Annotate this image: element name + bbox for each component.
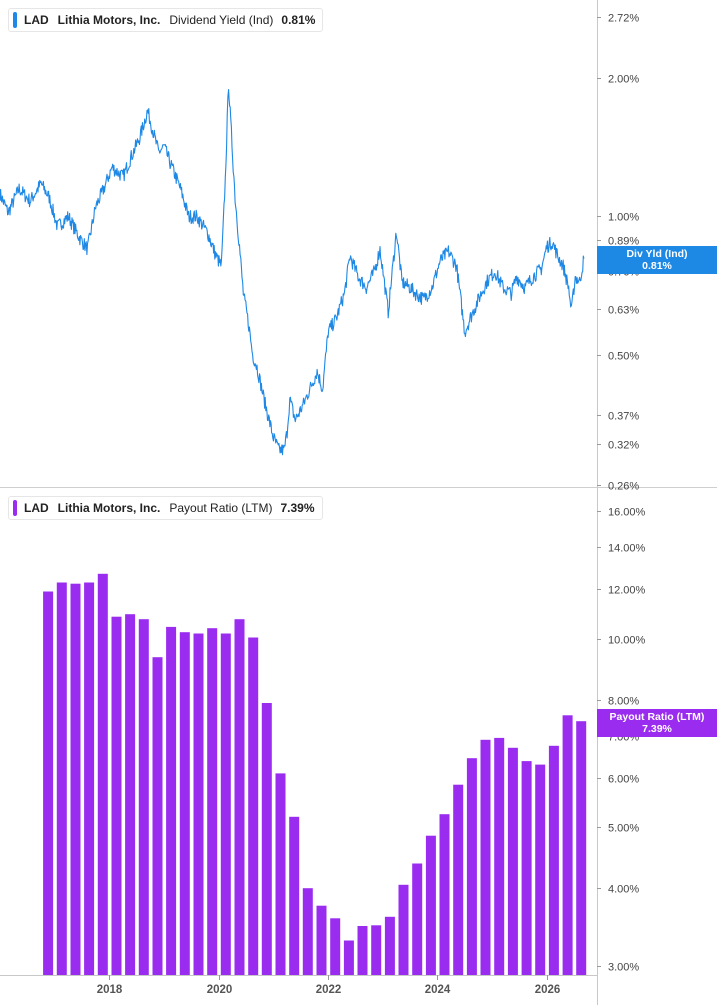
legend-ticker: LAD xyxy=(24,501,49,515)
payout-bar xyxy=(480,739,491,975)
payout-bar xyxy=(316,905,327,975)
legend-ticker: LAD xyxy=(24,13,49,27)
x-tick-label: 2022 xyxy=(316,984,342,996)
tag-label: Div Yld (Ind) xyxy=(626,248,688,260)
payout-bar xyxy=(412,863,423,975)
payout-bar xyxy=(494,737,505,975)
legend-value: 7.39% xyxy=(280,501,315,515)
payout-bar xyxy=(84,582,95,975)
payout-bar xyxy=(357,926,368,975)
tag-value: 0.81% xyxy=(642,260,672,272)
payout-bar xyxy=(275,773,286,975)
payout-bar xyxy=(179,632,190,975)
payout-bar xyxy=(193,633,204,975)
y-tick-label: 0.50% xyxy=(608,351,639,363)
payout-bar xyxy=(521,761,532,975)
tag-label: Payout Ratio (LTM) xyxy=(609,711,705,723)
payout-bar xyxy=(125,614,136,975)
payout-bar xyxy=(384,916,395,975)
payout-bar xyxy=(166,626,177,975)
tag-value: 7.39% xyxy=(642,723,672,735)
payout-bar xyxy=(398,884,409,975)
payout-bar xyxy=(289,816,300,975)
payout-bar xyxy=(535,764,546,975)
payout-bar xyxy=(111,616,122,975)
payout-bar xyxy=(439,814,450,975)
payout-bar xyxy=(453,784,464,975)
dividend-yield-line xyxy=(0,89,585,456)
y-tick-label: 0.37% xyxy=(608,411,639,423)
y-tick-label: 14.00% xyxy=(608,543,646,555)
payout-bar xyxy=(220,633,231,975)
legend-metric: Payout Ratio (LTM) xyxy=(169,501,273,515)
x-tick-label: 2024 xyxy=(425,984,451,996)
payout-bar xyxy=(261,703,272,975)
payout-bar xyxy=(70,583,81,975)
payout-bar xyxy=(207,628,218,975)
legend-company: Lithia Motors, Inc. xyxy=(57,501,161,515)
y-tick-label: 10.00% xyxy=(608,635,646,647)
y-tick-label: 5.00% xyxy=(608,823,639,835)
series-color-swatch xyxy=(13,12,17,28)
y-tick-label: 2.72% xyxy=(608,13,639,25)
payout-bar xyxy=(234,619,245,975)
y-tick-label: 4.00% xyxy=(608,884,639,896)
x-tick-label: 2020 xyxy=(207,984,233,996)
y-tick-label: 0.89% xyxy=(608,236,639,248)
payout-bar xyxy=(248,637,259,975)
series-color-swatch xyxy=(13,500,17,516)
legend-value: 0.81% xyxy=(281,13,316,27)
legend-metric: Dividend Yield (Ind) xyxy=(169,13,274,27)
y-tick-label: 0.32% xyxy=(608,440,639,452)
payout-bar xyxy=(343,940,354,975)
y-tick-label: 0.26% xyxy=(608,481,639,493)
payout-bar xyxy=(97,573,108,975)
payout-ratio-legend[interactable]: LAD Lithia Motors, Inc. Payout Ratio (LT… xyxy=(8,496,323,520)
y-tick-label: 12.00% xyxy=(608,585,646,597)
payout-bar xyxy=(562,715,573,975)
dividend-yield-value-tag: Div Yld (Ind) 0.81% xyxy=(597,246,717,274)
payout-bar xyxy=(56,582,67,975)
y-tick-label: 16.00% xyxy=(608,507,646,519)
x-tick-label: 2026 xyxy=(535,984,561,996)
payout-bar xyxy=(425,835,436,975)
y-tick-label: 8.00% xyxy=(608,696,639,708)
payout-bar xyxy=(371,925,382,975)
y-tick-label: 6.00% xyxy=(608,774,639,786)
payout-bar xyxy=(548,745,559,975)
payout-bar xyxy=(152,657,163,975)
payout-bar xyxy=(576,721,587,975)
payout-bar xyxy=(330,918,341,975)
dividend-yield-plot xyxy=(0,89,585,456)
y-tick-label: 0.63% xyxy=(608,305,639,317)
x-tick-label: 2018 xyxy=(97,984,123,996)
payout-ratio-plot xyxy=(43,573,587,975)
y-tick-label: 1.00% xyxy=(608,212,639,224)
payout-bar xyxy=(466,758,477,975)
dividend-yield-legend[interactable]: LAD Lithia Motors, Inc. Dividend Yield (… xyxy=(8,8,324,32)
payout-bar xyxy=(43,591,54,975)
payout-bar xyxy=(507,747,518,975)
y-tick-label: 2.00% xyxy=(608,74,639,86)
payout-ratio-value-tag: Payout Ratio (LTM) 7.39% xyxy=(597,709,717,737)
payout-bar xyxy=(302,888,313,975)
legend-company: Lithia Motors, Inc. xyxy=(57,13,161,27)
y-tick-label: 3.00% xyxy=(608,962,639,974)
payout-bar xyxy=(138,619,149,975)
